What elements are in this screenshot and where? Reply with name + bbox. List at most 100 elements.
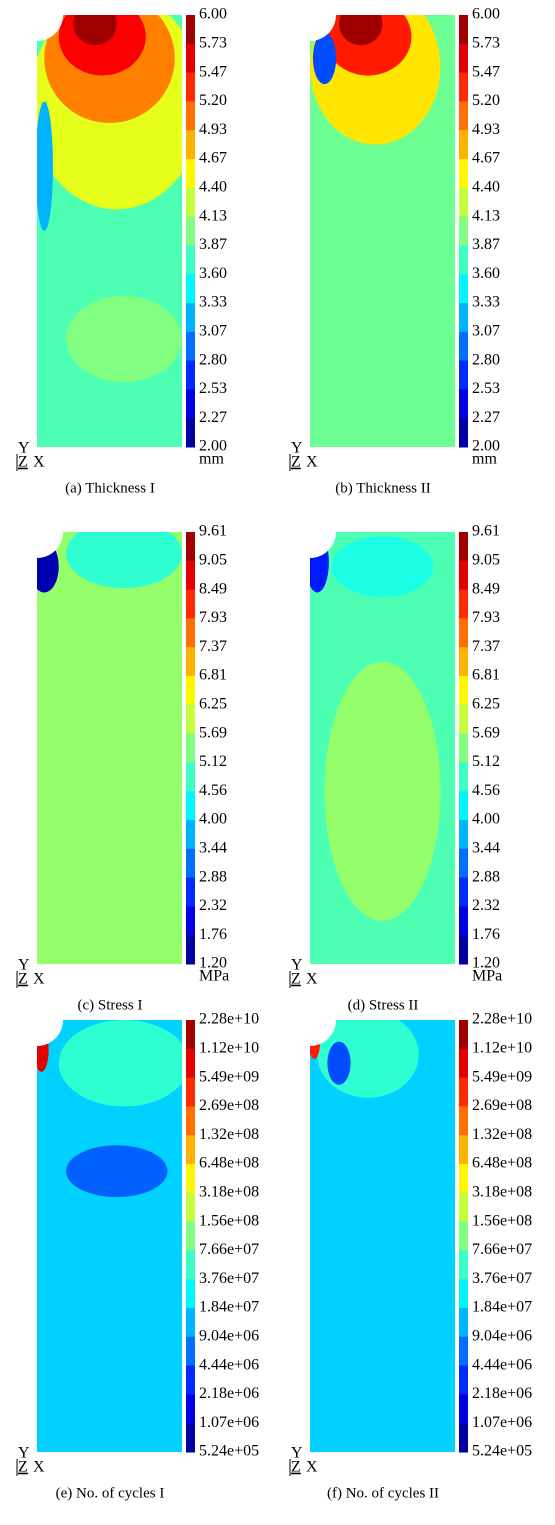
colorbar-label: 2.69e+08 — [472, 1097, 532, 1114]
colorbar-label: 7.93 — [472, 609, 500, 626]
contour-field — [37, 1020, 182, 1452]
axis-label-y: Y — [291, 1445, 303, 1462]
colorbar-band — [459, 274, 468, 304]
colorbar-label: 3.33 — [199, 294, 227, 311]
colorbar-label: 3.76e+07 — [472, 1270, 532, 1287]
unit-label: MPa — [472, 968, 502, 985]
colorbar-label: 1.20 — [472, 955, 500, 972]
colorbar-label: 8.49 — [199, 580, 227, 597]
colorbar-band — [459, 216, 468, 246]
panel: 9.61 9.05 8.49 7.93 7.37 6.81 6.25 5.69 5.12 4.56… — [16, 523, 229, 1013]
colorbar-band — [186, 1192, 195, 1223]
colorbar-band — [186, 1020, 195, 1050]
colorbar-band — [186, 418, 195, 448]
colorbar-label: 6.25 — [199, 695, 227, 712]
colorbar-band — [459, 72, 468, 102]
colorbar-band — [186, 274, 195, 304]
colorbar-band — [186, 1135, 195, 1165]
colorbar-band — [459, 303, 468, 333]
colorbar-band — [186, 187, 195, 218]
colorbar-label: 2.53 — [472, 380, 500, 397]
colorbar-label: 5.47 — [472, 63, 500, 80]
colorbar-band — [459, 159, 468, 189]
colorbar-label: 2.27 — [199, 409, 227, 426]
colorbar-label: 4.93 — [199, 121, 227, 138]
panel: 2.28e+10 1.12e+10 5.49e+09 2.69e+08 1.32e+08… — [289, 1011, 532, 1501]
axis-label-z: Z — [291, 1459, 301, 1476]
colorbar-band — [459, 762, 468, 792]
colorbar-band — [186, 560, 195, 591]
colorbar-band — [459, 1077, 468, 1107]
colorbar-band — [186, 791, 195, 821]
axis-label-z: Z — [291, 971, 301, 988]
colorbar-label: 1.32e+08 — [472, 1126, 532, 1143]
contour-field — [310, 1020, 455, 1452]
hole — [37, 15, 63, 41]
colorbar-band — [459, 733, 468, 763]
hole — [37, 532, 63, 558]
colorbar-band — [186, 532, 195, 562]
colorbar-band — [459, 1423, 468, 1453]
panel: 2.28e+10 1.12e+10 5.49e+09 2.69e+08 1.32e+08… — [16, 1011, 259, 1501]
unit-label: MPa — [199, 968, 229, 985]
colorbar-band — [186, 1365, 195, 1395]
colorbar-band — [186, 303, 195, 333]
colorbar-band — [459, 1020, 468, 1050]
colorbar-band — [459, 245, 468, 275]
colorbar-band — [459, 418, 468, 448]
colorbar-band — [459, 676, 468, 706]
colorbar-band — [186, 877, 195, 907]
colorbar-band — [186, 1308, 195, 1338]
colorbar-label: 3.60 — [199, 265, 227, 282]
colorbar-band — [186, 762, 195, 792]
colorbar-label: 2.88 — [199, 868, 227, 885]
colorbar-label: 6.48e+08 — [472, 1155, 532, 1172]
field-base — [37, 532, 182, 964]
colorbar-band — [459, 1106, 468, 1136]
colorbar-band — [459, 15, 468, 45]
axis-label-x: X — [33, 1459, 45, 1476]
colorbar-label: 5.12 — [472, 753, 500, 770]
colorbar-band — [459, 101, 468, 131]
colorbar-band — [459, 1250, 468, 1280]
colorbar-band — [459, 1308, 468, 1338]
colorbar-label: 5.73 — [472, 34, 500, 51]
colorbar-label: 3.18e+08 — [199, 1183, 259, 1200]
colorbar-band — [186, 618, 195, 648]
colorbar-band — [459, 1336, 468, 1367]
colorbar-label: 9.61 — [199, 523, 227, 540]
colorbar-label: 4.67 — [199, 150, 227, 167]
colorbar-label: 4.13 — [472, 207, 500, 224]
contour-region — [324, 661, 441, 921]
colorbar-band — [186, 216, 195, 246]
colorbar-label: 1.32e+08 — [199, 1126, 259, 1143]
colorbar-label: 4.67 — [472, 150, 500, 167]
colorbar-band — [186, 935, 195, 965]
colorbar-band — [459, 187, 468, 218]
colorbar-label: 2.80 — [199, 351, 227, 368]
colorbar-label: 2.80 — [472, 351, 500, 368]
colorbar-band — [186, 389, 195, 419]
colorbar-band — [459, 848, 468, 879]
colorbar-band — [186, 1106, 195, 1136]
colorbar-band — [459, 589, 468, 619]
colorbar-label: 7.37 — [199, 638, 227, 655]
hole — [310, 532, 336, 558]
colorbar-label: 1.76 — [472, 926, 500, 943]
colorbar-band — [459, 704, 468, 735]
colorbar-band — [186, 733, 195, 763]
colorbar-band — [459, 560, 468, 591]
contour-region — [331, 536, 434, 597]
colorbar-band — [459, 1164, 468, 1194]
colorbar-label: 7.93 — [199, 609, 227, 626]
panel: 6.00 5.73 5.47 5.20 4.93 4.67 4.40 4.13 3.87 3.60… — [289, 6, 500, 496]
axis-label-y: Y — [291, 957, 303, 974]
colorbar-label: 1.12e+10 — [199, 1039, 259, 1056]
colorbar-band — [186, 1048, 195, 1079]
caption: (f) No. of cycles II — [327, 1485, 439, 1501]
colorbar-band — [186, 589, 195, 619]
colorbar-label: 3.76e+07 — [199, 1270, 259, 1287]
panel: 6.00 5.73 5.47 5.20 4.93 4.67 4.40 4.13 3.87 3.60… — [16, 6, 227, 496]
colorbar-label: 3.44 — [199, 839, 227, 856]
colorbar-band — [459, 1192, 468, 1223]
